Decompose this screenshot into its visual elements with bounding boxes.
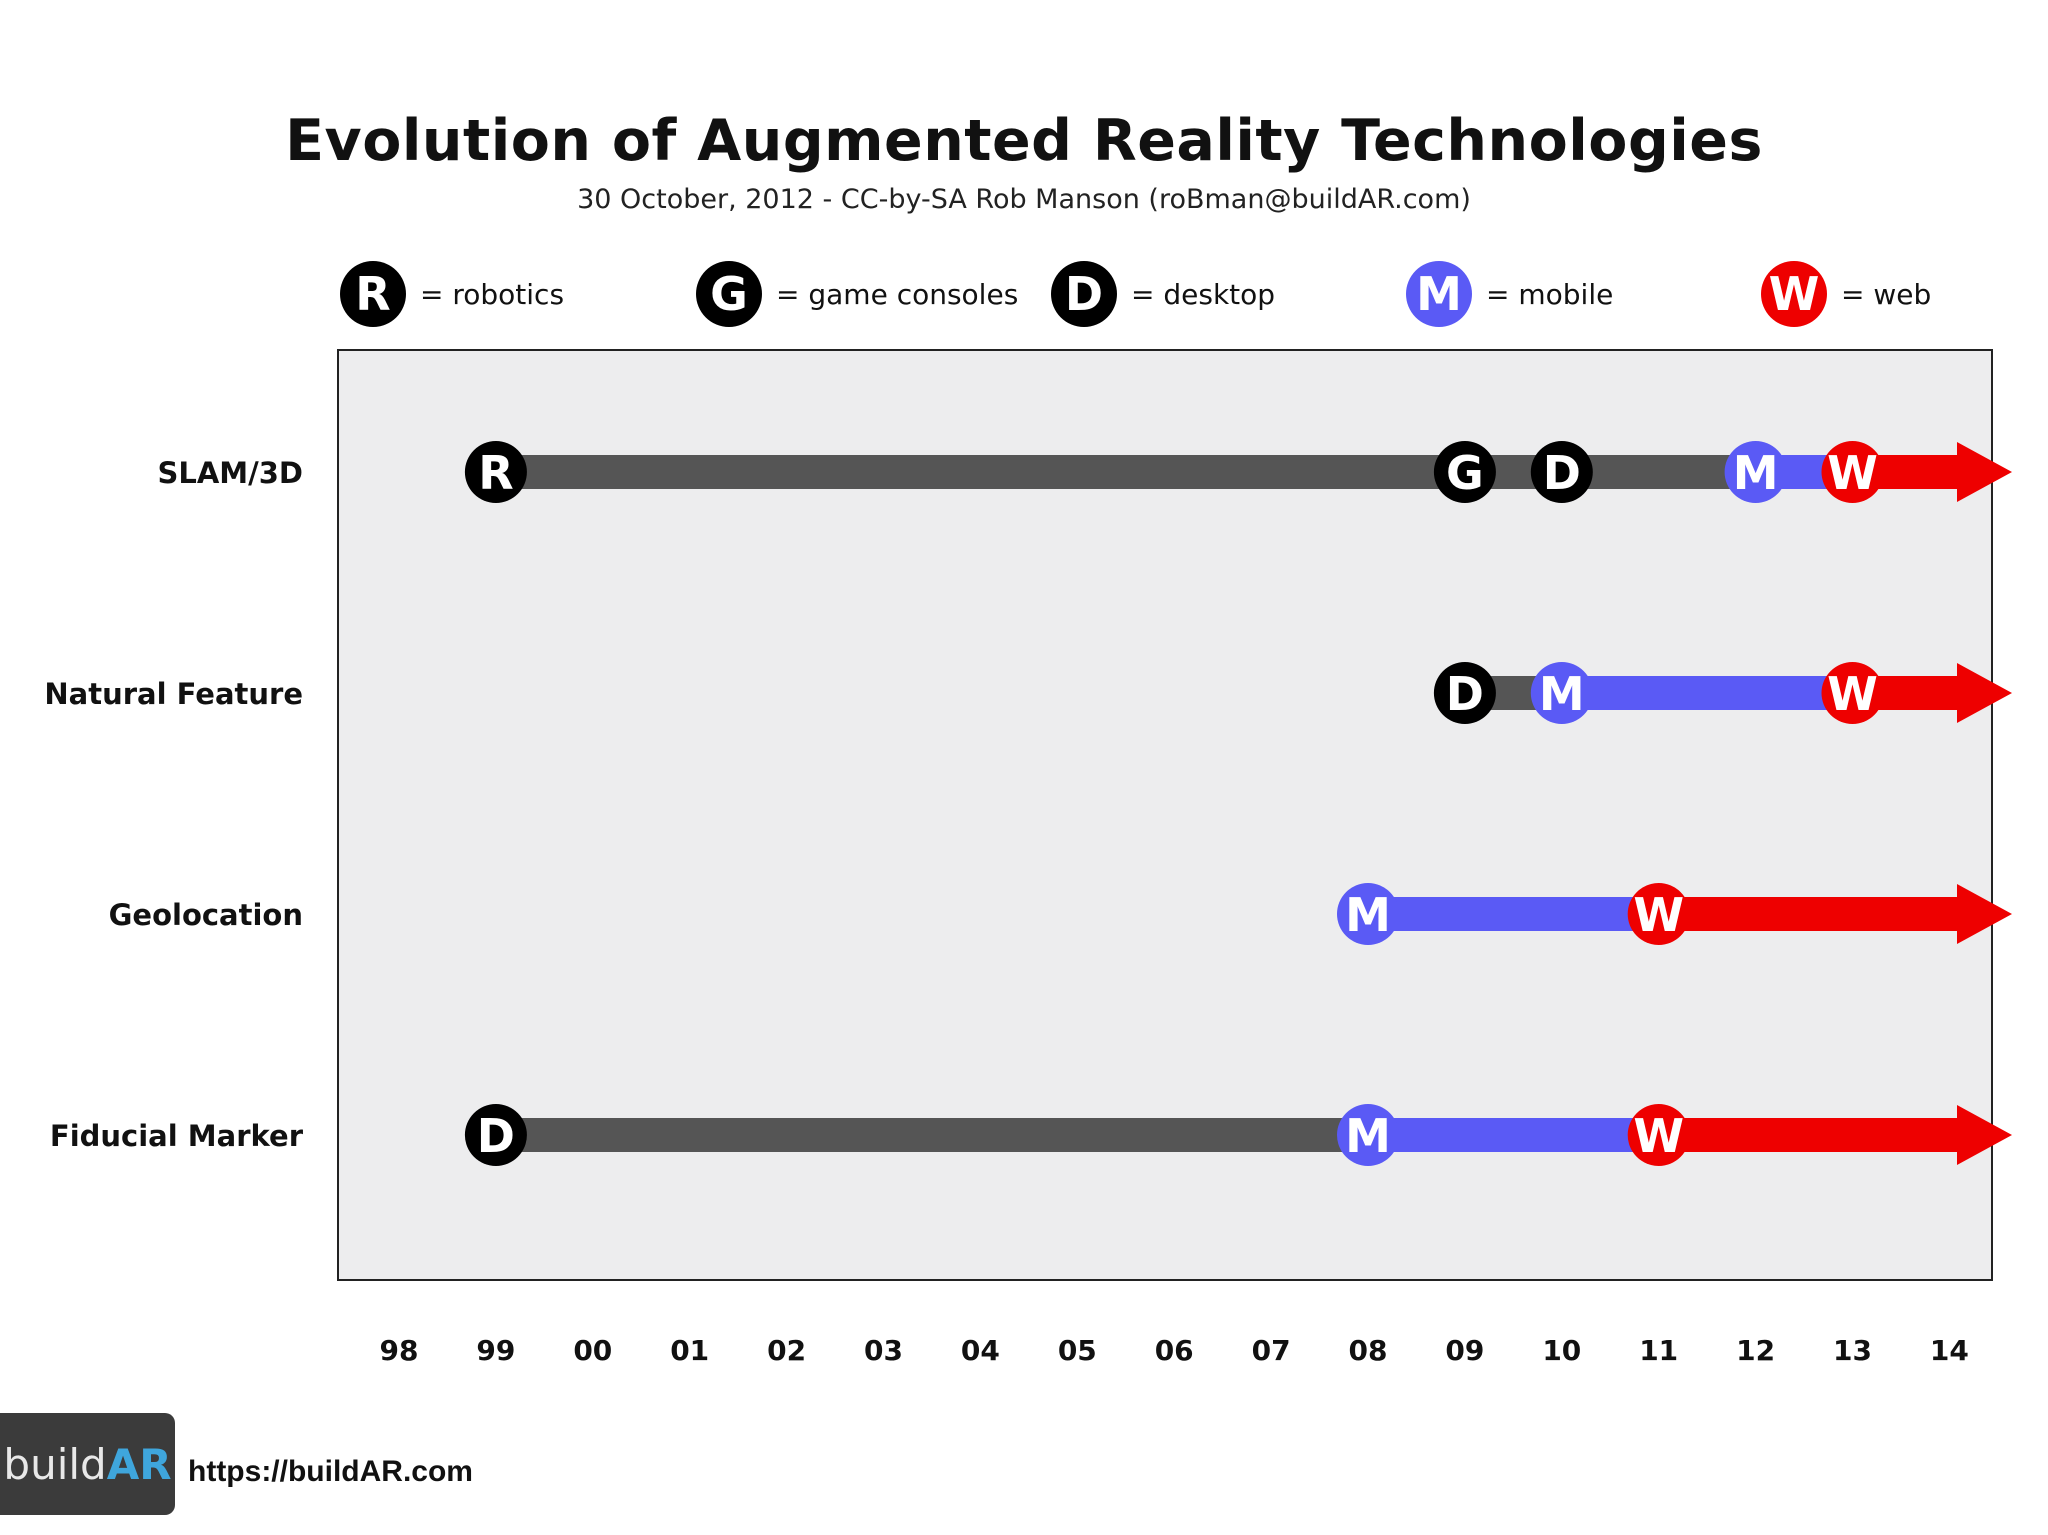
logo-prefix: build bbox=[3, 1439, 107, 1489]
timeline-segment bbox=[1561, 455, 1756, 489]
row-label: Fiducial Marker bbox=[50, 1119, 304, 1153]
milestone-marker bbox=[1821, 662, 1884, 724]
milestone-marker bbox=[464, 1104, 527, 1166]
x-tick-label: 07 bbox=[1252, 1334, 1291, 1367]
milestone-marker bbox=[1724, 441, 1787, 503]
robotics-badge-icon: R bbox=[340, 261, 406, 327]
milestone-label: M bbox=[1539, 667, 1585, 721]
milestone-label: G bbox=[1446, 446, 1484, 500]
legend-label-mobile: = mobile bbox=[1486, 277, 1614, 311]
milestone-marker bbox=[1821, 441, 1884, 503]
arrow-head bbox=[1957, 663, 2012, 723]
row-label: SLAM/3D bbox=[157, 456, 303, 490]
footer-url-link[interactable]: https://buildAR.com bbox=[188, 1455, 473, 1488]
milestone-marker bbox=[1530, 441, 1593, 503]
chart-title: Evolution of Augmented Reality Technolog… bbox=[285, 108, 1763, 174]
milestone-label: W bbox=[1827, 667, 1878, 721]
x-tick-label: 04 bbox=[961, 1334, 1000, 1367]
x-tick-label: 14 bbox=[1930, 1334, 1969, 1367]
x-tick-label: 01 bbox=[670, 1334, 709, 1367]
web-badge-icon: W bbox=[1761, 261, 1827, 327]
x-tick-label: 98 bbox=[380, 1334, 419, 1367]
timeline-segment bbox=[495, 455, 1465, 489]
x-tick-label: 11 bbox=[1639, 1334, 1678, 1367]
milestone-label: D bbox=[1543, 446, 1581, 500]
arrow-head bbox=[1957, 442, 2012, 502]
x-tick-label: 99 bbox=[476, 1334, 515, 1367]
x-tick-label: 05 bbox=[1058, 1334, 1097, 1367]
timeline-segment bbox=[1658, 1118, 1957, 1152]
legend: R = robotics G = game consoles D = deskt… bbox=[0, 258, 2048, 330]
milestone-marker bbox=[1433, 662, 1496, 724]
timeline-segment bbox=[1368, 1118, 1659, 1152]
milestone-label: M bbox=[1733, 446, 1779, 500]
arrow-head bbox=[1957, 884, 2012, 944]
logo-suffix: AR bbox=[106, 1439, 172, 1489]
legend-label-game-consoles: = game consoles bbox=[776, 277, 1019, 311]
legend-item-game-consoles: G = game consoles bbox=[696, 258, 1018, 330]
milestone-label: W bbox=[1633, 1109, 1684, 1163]
milestone-marker bbox=[1627, 883, 1690, 945]
legend-item-desktop: D = desktop bbox=[1051, 258, 1275, 330]
x-tick-label: 03 bbox=[864, 1334, 903, 1367]
timeline-segment bbox=[1658, 897, 1957, 931]
timeline-segment bbox=[1561, 676, 1853, 710]
milestone-marker bbox=[1337, 1104, 1399, 1166]
milestone-marker bbox=[464, 441, 527, 503]
mobile-badge-icon: M bbox=[1406, 261, 1472, 327]
milestone-label: M bbox=[1345, 888, 1391, 942]
legend-label-desktop: = desktop bbox=[1131, 277, 1276, 311]
milestone-marker bbox=[1627, 1104, 1690, 1166]
timeline-segment bbox=[495, 1118, 1368, 1152]
legend-item-mobile: M = mobile bbox=[1406, 258, 1613, 330]
row-label: Natural Feature bbox=[44, 677, 303, 711]
legend-label-web: = web bbox=[1841, 277, 1932, 311]
milestone-label: W bbox=[1633, 888, 1684, 942]
milestone-label: D bbox=[477, 1109, 515, 1163]
timeline-segment bbox=[1368, 897, 1659, 931]
x-tick-label: 12 bbox=[1736, 1334, 1775, 1367]
x-tick-label: 06 bbox=[1155, 1334, 1194, 1367]
x-tick-label: 00 bbox=[573, 1334, 612, 1367]
legend-item-web: W = web bbox=[1761, 258, 1931, 330]
x-tick-label: 08 bbox=[1349, 1334, 1388, 1367]
milestone-marker bbox=[1530, 662, 1593, 724]
arrow-head bbox=[1957, 1105, 2012, 1165]
milestone-marker bbox=[1433, 441, 1496, 503]
game-consoles-badge-icon: G bbox=[696, 261, 762, 327]
milestone-label: M bbox=[1345, 1109, 1391, 1163]
x-tick-label: 10 bbox=[1542, 1334, 1581, 1367]
row-label: Geolocation bbox=[109, 898, 303, 932]
milestone-marker bbox=[1337, 883, 1399, 945]
buildar-logo[interactable]: build AR bbox=[0, 1413, 175, 1515]
milestone-label: D bbox=[1446, 667, 1484, 721]
milestone-label: W bbox=[1827, 446, 1878, 500]
legend-item-robotics: R = robotics bbox=[340, 258, 564, 330]
desktop-badge-icon: D bbox=[1051, 261, 1117, 327]
x-tick-label: 13 bbox=[1833, 1334, 1872, 1367]
milestone-label: R bbox=[478, 446, 513, 500]
legend-label-robotics: = robotics bbox=[420, 277, 565, 311]
chart-subtitle: 30 October, 2012 - CC-by-SA Rob Manson (… bbox=[577, 184, 1471, 215]
x-tick-label: 02 bbox=[767, 1334, 806, 1367]
x-tick-label: 09 bbox=[1445, 1334, 1484, 1367]
